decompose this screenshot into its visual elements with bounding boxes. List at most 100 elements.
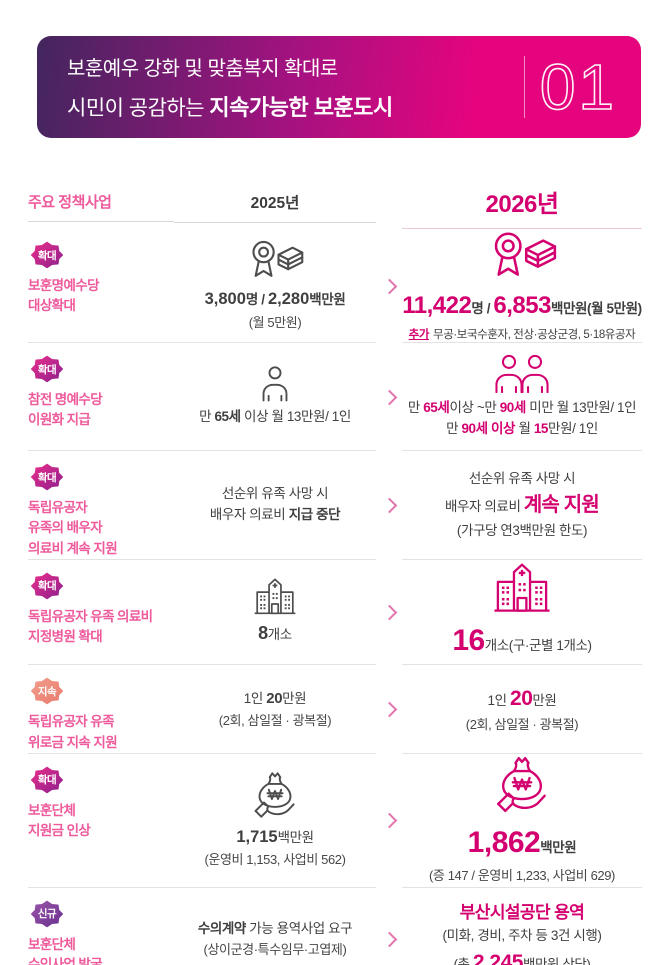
added-note: 추가 무공·보국수훈자, 전상·공상군경, 5·18유공자 (409, 326, 636, 342)
value-line: 수의계약 가능 용역사업 요구 (197, 919, 353, 940)
person-icon (258, 365, 292, 402)
text-segment: 1인 (487, 692, 511, 708)
text-segment: 배우자 의료비 (445, 498, 524, 514)
badge-expand: 확대 (28, 354, 66, 384)
value-2025-cell: 1,715백만원 (운영비 1,153, 사업비 562) (174, 754, 376, 888)
text-segment: 만원 (282, 691, 307, 707)
value-2026-cell: 11,422명 / 6,853백만원(월 5만원) 추가 무공·보국수훈자, 전상… (402, 229, 642, 344)
status-text: 계속 지원 (523, 493, 600, 516)
title-line: 의료비 계속 지원 (28, 540, 118, 556)
row-honor-allowance: 확대 보훈명예수당 대상확대 3,800명 / 2,280백만원 (월 5만원) … (28, 229, 642, 344)
hospital-icon (252, 576, 298, 615)
text-segment: 만 (446, 420, 462, 436)
text-segment: 만 (199, 409, 215, 425)
badge-expand: 확대 (28, 571, 66, 601)
chevron-right-icon (381, 812, 397, 829)
medal-money-icon (487, 229, 557, 282)
title-line: 유족의 배우자 (28, 520, 103, 536)
hospital-icon (491, 560, 553, 613)
arrow-cell (376, 451, 402, 560)
burst-shape (30, 572, 64, 600)
chevron-right-icon (381, 389, 397, 405)
chevron-right-icon (381, 701, 397, 718)
row-organization-subsidy: 확대 보훈단체 지원금 인상 1,715백만원 (운영비 1,153, 사업비 5… (28, 754, 642, 888)
burst-shape (30, 900, 64, 927)
value-2025-cell: 8개소 (174, 560, 376, 666)
header-arrow-cell (376, 202, 402, 211)
text-segment: 명 / (471, 301, 494, 316)
text-segment: 미만 월 13만원/ 1인 (525, 399, 637, 415)
banner-line2-prefix: 시민이 공감하는 (67, 97, 210, 120)
text-segment: 이상 월 13만원/ 1인 (240, 409, 351, 425)
arrow-cell (376, 754, 402, 888)
policy-cell: 확대 보훈명예수당 대상확대 (28, 229, 174, 344)
banner-line2: 시민이 공감하는 지속가능한 보훈도시 (67, 90, 393, 122)
contract-type: 수의계약 (197, 921, 246, 937)
value-line: 선순위 유족 사망 시 (221, 486, 329, 502)
burst-shape (30, 766, 64, 794)
added-text: 무공·보국수훈자, 전상·공상군경, 5·18유공자 (433, 329, 636, 342)
value-line: 11,422명 / 6,853백만원(월 5만원) (402, 287, 642, 324)
burst-shape (30, 678, 64, 705)
project-name: 부산시설공단 용역 (459, 902, 585, 922)
chevron-right-icon (381, 497, 397, 514)
row-consolation-payment: 지속 독립유공자 유족 위로금 지속 지원 1인 20만원 (2회, 삼일절 · … (28, 665, 642, 754)
badge-new: 신규 (28, 899, 66, 929)
badge-label: 확대 (37, 363, 57, 376)
policy-title: 보훈명예수당 대상확대 (28, 276, 100, 317)
table-header-row: 주요 정책사업 2025년 2026년 (28, 184, 642, 229)
chevron-right-icon (381, 604, 397, 621)
badge-label: 지속 (37, 685, 57, 698)
banner-title: 보훈예우 강화 및 맞춤복지 확대로 시민이 공감하는 지속가능한 보훈도시 (67, 52, 393, 122)
money-bag-hand-icon (252, 770, 298, 820)
badge-expand: 확대 (28, 240, 66, 270)
value-2025-cell: 만 65세 이상 월 13만원/ 1인 (174, 343, 376, 452)
value-line: 1인 20만원 (244, 687, 307, 710)
header-2025-cell: 2025년 (174, 191, 376, 223)
budget-amount: 1,862 (467, 825, 541, 859)
badge-expand: 확대 (28, 462, 66, 492)
text-segment: 만원/ 1인 (548, 420, 598, 436)
value-line: 선순위 유족 사망 시 (468, 470, 576, 486)
text-segment: 백만원 (540, 839, 577, 855)
header-2026: 2026년 (485, 191, 559, 218)
burst-shape (30, 463, 64, 491)
amount: 15 (533, 420, 549, 436)
value-subline: (2회, 삼일절 · 광복절) (465, 717, 579, 733)
value-subline: (월 5만원) (248, 314, 302, 330)
value-2026-cell: 만 65세이상 ~만 90세 미만 월 13만원/ 1인 만 90세 이상 월 … (402, 343, 642, 452)
text-segment: 만 (407, 399, 424, 415)
medal-money-icon (246, 238, 304, 282)
arrow-cell (376, 229, 402, 343)
value-line: (총 2,245백만원 상당) (453, 947, 590, 965)
amount: 20 (510, 686, 533, 710)
value-2026-cell: 16개소(구·군별 1개소) (402, 560, 642, 666)
chevron-right-icon (381, 931, 397, 948)
value-subline: (2회, 삼일절 · 광복절) (218, 712, 332, 728)
site-count: 8 (258, 623, 268, 644)
value-subline: (운영비 1,153, 사업비 562) (204, 852, 346, 868)
title-line: 위로금 지속 지원 (28, 734, 118, 750)
value-2026-cell: 부산시설공단 용역 (미화, 경비, 주차 등 3건 시행) (총 2,245백… (402, 888, 642, 965)
text-segment: 월 (515, 420, 534, 436)
burst-shape (30, 241, 64, 269)
value-line: (미화, 경비, 주차 등 3건 시행) (442, 928, 602, 944)
policy-table: 주요 정책사업 2025년 2026년 확대 보훈명예수당 대상확대 3,800명… (0, 184, 666, 965)
policy-title: 독립유공자 유족 의료비 지정병원 확대 (28, 607, 153, 648)
value-line: 1,715백만원 (236, 825, 314, 851)
two-persons-icon (493, 354, 551, 393)
policy-cell: 확대 독립유공자 유족 의료비 지정병원 확대 (28, 560, 174, 666)
text-segment: 이상 ~만 (449, 399, 500, 415)
row-spouse-medical-support: 확대 독립유공자 유족의 배우자 의료비 계속 지원 선순위 유족 사망 시 배우자… (28, 451, 642, 560)
badge-continue: 지속 (28, 676, 66, 706)
value-subline: (상이군경·특수임무·고엽제) (203, 941, 347, 957)
age-threshold: 90세 이상 (461, 420, 516, 436)
title-line: 지정병원 확대 (28, 629, 103, 645)
value-2025-cell: 수의계약 가능 용역사업 요구 (상이군경·특수임무·고엽제) (174, 888, 376, 965)
value-2026-cell: 1인 20만원 (2회, 삼일절 · 광복절) (402, 665, 642, 754)
value-line: 16개소(구·군별 1개소) (452, 618, 592, 665)
badge-expand: 확대 (28, 765, 66, 795)
value-2025-cell: 1인 20만원 (2회, 삼일절 · 광복절) (174, 665, 376, 754)
budget-amount: 2,280 (268, 290, 310, 309)
total-amount: 2,245 (472, 950, 524, 965)
